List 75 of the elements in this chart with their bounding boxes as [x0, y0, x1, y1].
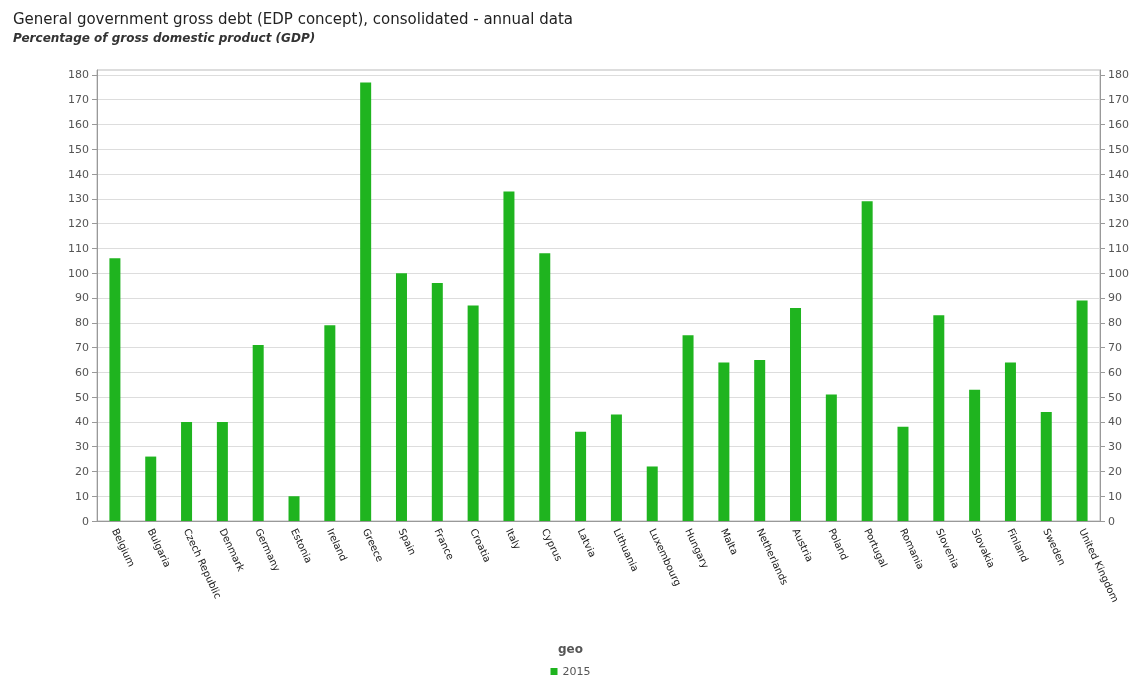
- y2-tick-label: 30: [1108, 440, 1122, 454]
- bar: [790, 307, 802, 521]
- y-tick-label: 0: [82, 514, 89, 528]
- y-tick-label: 90: [75, 291, 89, 305]
- chart-title: General government gross debt (EDP concept), consolidated - annual data: [13, 9, 574, 28]
- y-tick-label: 80: [75, 316, 89, 330]
- y2-tick-label: 170: [1108, 93, 1129, 107]
- y2-tick-label: 90: [1108, 291, 1122, 305]
- y-tick-label: 70: [75, 341, 89, 355]
- bar: [861, 201, 873, 521]
- bar: [1004, 362, 1016, 521]
- bar: [431, 283, 443, 521]
- y-tick-label: 100: [68, 266, 89, 280]
- y2-tick-label: 110: [1108, 241, 1129, 255]
- bar: [1040, 411, 1052, 521]
- chart-subtitle: Percentage of gross domestic product (GDP): [13, 31, 316, 45]
- y2-tick-label: 130: [1108, 192, 1129, 206]
- x-tick-label: Spain: [396, 526, 419, 557]
- y2-tick-label: 0: [1108, 514, 1115, 528]
- y2-tick-label: 180: [1108, 68, 1129, 82]
- y2-tick-label: 60: [1108, 365, 1122, 379]
- bar: [324, 325, 336, 521]
- y2-tick-label: 150: [1108, 142, 1129, 156]
- bar: [933, 315, 945, 521]
- y-tick-label: 180: [68, 68, 89, 82]
- bar: [503, 191, 515, 521]
- bar: [825, 394, 837, 521]
- y-tick-label: 10: [75, 489, 89, 503]
- bar: [252, 345, 264, 521]
- bar: [897, 426, 909, 521]
- bar: [145, 456, 157, 521]
- bar: [1076, 300, 1088, 521]
- y-tick-label: 20: [75, 464, 89, 478]
- y2-tick-label: 100: [1108, 266, 1129, 280]
- y2-tick-label: 120: [1108, 217, 1129, 231]
- bar: [718, 362, 730, 521]
- y-tick-label: 170: [68, 93, 89, 107]
- y-tick-label: 140: [68, 167, 89, 181]
- y2-tick-label: 10: [1108, 489, 1122, 503]
- y2-tick-label: 40: [1108, 415, 1122, 429]
- x-tick-label: Malta: [718, 526, 741, 557]
- bar: [288, 496, 300, 521]
- x-tick-label: Latvia: [575, 526, 599, 559]
- bar: [969, 389, 981, 521]
- bar: [360, 82, 372, 521]
- y-tick-label: 30: [75, 440, 89, 454]
- y-tick-label: 150: [68, 142, 89, 156]
- bar: [682, 335, 694, 521]
- y2-tick-label: 50: [1108, 390, 1122, 404]
- x-tick-label: France: [432, 526, 457, 562]
- bar: [539, 253, 551, 521]
- x-tick-label: Italy: [503, 526, 524, 552]
- y2-tick-label: 70: [1108, 341, 1122, 355]
- bar: [754, 359, 766, 521]
- bar: [181, 421, 193, 521]
- y2-tick-label: 80: [1108, 316, 1122, 330]
- bar: [646, 466, 658, 521]
- y-tick-label: 130: [68, 192, 89, 206]
- y-tick-label: 40: [75, 415, 89, 429]
- legend-label: 2015: [562, 665, 591, 678]
- legend-title: geo: [558, 642, 583, 656]
- bar: [467, 305, 479, 521]
- y-tick-label: 60: [75, 365, 89, 379]
- y2-tick-label: 140: [1108, 167, 1129, 181]
- bar: [575, 431, 587, 521]
- bar: [216, 421, 228, 521]
- y-tick-label: 120: [68, 217, 89, 231]
- y-tick-label: 50: [75, 390, 89, 404]
- y2-tick-label: 20: [1108, 464, 1122, 478]
- bar: [610, 414, 622, 521]
- bar: [109, 258, 121, 521]
- y2-tick-label: 160: [1108, 118, 1129, 132]
- bar: [395, 273, 407, 521]
- y-tick-label: 160: [68, 118, 89, 132]
- y-tick-label: 110: [68, 241, 89, 255]
